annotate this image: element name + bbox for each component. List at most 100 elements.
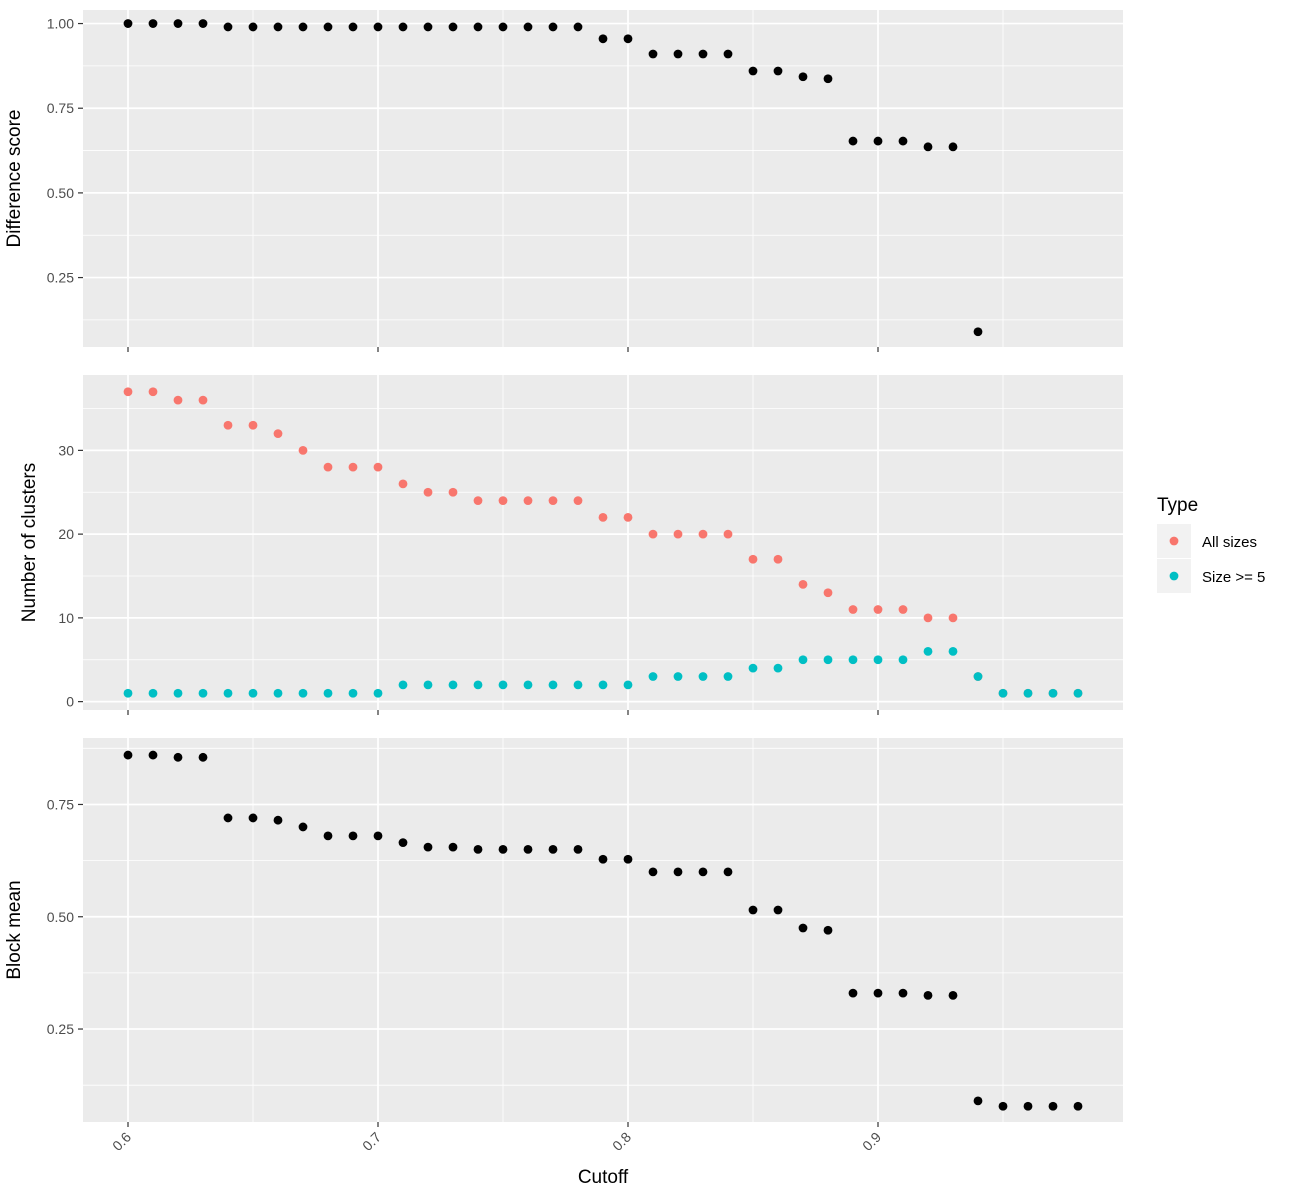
data-point [573, 22, 583, 32]
data-point [298, 688, 308, 698]
x-axis-title: Cutoff [578, 1167, 629, 1188]
data-point [748, 66, 758, 76]
panel-difference: 0.25 0.50 0.75 1.00 Difference score [4, 10, 1123, 352]
data-point [348, 22, 358, 32]
data-point [173, 19, 183, 28]
panel-blockmean: 0.25 0.50 0.75 Block mean 0.6 0.7 0.8 0.9 [4, 738, 1123, 1154]
data-point [173, 395, 183, 405]
data-point [973, 672, 983, 681]
data-point [748, 663, 758, 673]
legend-label: Size >= 5 [1202, 569, 1265, 586]
data-point [898, 136, 908, 146]
data-point [173, 688, 183, 698]
legend-swatch [1169, 571, 1179, 581]
data-point [973, 327, 983, 337]
data-point [923, 613, 933, 623]
data-point [498, 680, 508, 690]
data-point [823, 655, 833, 665]
data-point [523, 22, 533, 32]
data-point [723, 529, 733, 539]
data-point [423, 487, 433, 497]
data-point [448, 680, 458, 690]
data-point [198, 19, 208, 28]
data-point [848, 136, 858, 146]
data-point [673, 49, 683, 59]
series-clusters-1 [123, 646, 1083, 698]
data-point [573, 496, 583, 506]
y-tick-label: 0 [66, 694, 74, 710]
data-point [473, 680, 483, 690]
data-point [573, 844, 583, 854]
data-point [773, 905, 783, 915]
panel-background [83, 10, 1123, 347]
y-tick-label: 0.50 [47, 185, 74, 201]
data-point [898, 605, 908, 614]
y-tick-label: 10 [58, 610, 74, 626]
data-point [673, 672, 683, 681]
data-point [373, 22, 383, 32]
data-point [323, 688, 333, 698]
data-point [373, 688, 383, 698]
data-point [298, 822, 308, 832]
data-point [248, 813, 258, 823]
data-point [223, 688, 233, 698]
data-point [498, 22, 508, 32]
data-point [723, 867, 733, 877]
data-point [998, 1101, 1008, 1111]
data-point [598, 512, 608, 522]
data-point [323, 462, 333, 472]
data-point [473, 844, 483, 854]
data-point [298, 22, 308, 32]
data-point [523, 680, 533, 690]
data-point [923, 142, 933, 152]
y-axis-title: Difference score [4, 110, 25, 248]
data-point [148, 750, 158, 760]
data-point [223, 813, 233, 823]
data-point [598, 680, 608, 690]
data-point [273, 22, 283, 32]
data-point [773, 663, 783, 673]
x-tick-label: 0.9 [859, 1129, 884, 1154]
series-blockmean-0 [123, 750, 1083, 1111]
data-point [1048, 688, 1058, 698]
data-point [373, 462, 383, 472]
data-point [1073, 1101, 1083, 1111]
data-point [848, 655, 858, 665]
data-point [298, 445, 308, 455]
data-point [348, 688, 358, 698]
data-point [423, 680, 433, 690]
data-point [648, 672, 658, 681]
data-point [198, 395, 208, 405]
data-point [673, 529, 683, 539]
data-point [698, 529, 708, 539]
data-point [948, 646, 958, 656]
x-tick-label: 0.6 [109, 1129, 134, 1154]
legend-title: Type [1157, 495, 1198, 516]
x-tick-label: 0.7 [359, 1129, 384, 1154]
data-point [1023, 1101, 1033, 1111]
y-tick-label: 0.25 [47, 1021, 74, 1037]
data-point [923, 646, 933, 656]
data-point [1048, 1101, 1058, 1111]
data-point [123, 19, 133, 28]
data-point [423, 842, 433, 852]
data-point [348, 831, 358, 841]
data-point [923, 990, 933, 1000]
data-point [798, 655, 808, 665]
data-point [898, 655, 908, 665]
data-point [498, 496, 508, 506]
data-point [823, 74, 833, 84]
data-point [423, 22, 433, 32]
data-point [748, 554, 758, 564]
data-point [873, 988, 883, 998]
data-point [123, 750, 133, 760]
data-point [248, 22, 258, 32]
x-tick-label: 0.8 [609, 1129, 634, 1154]
legend-label: All sizes [1202, 534, 1257, 551]
data-point [473, 22, 483, 32]
panel-background [83, 738, 1123, 1122]
data-point [673, 867, 683, 877]
data-point [773, 66, 783, 76]
